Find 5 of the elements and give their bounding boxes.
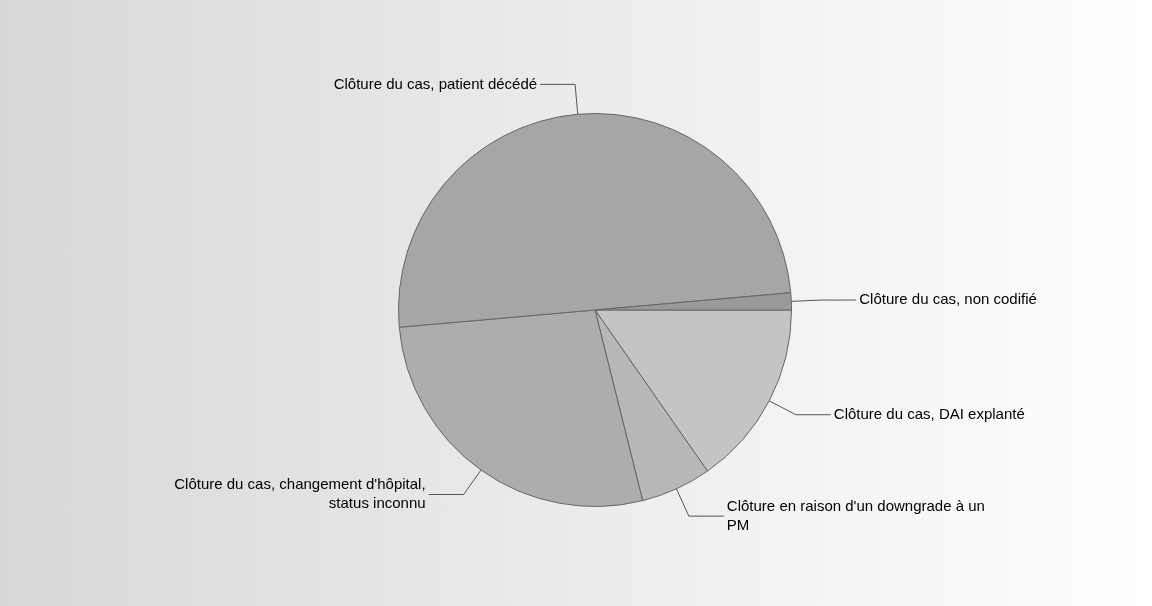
slice-label: Clôture du cas, patient décédé	[333, 74, 538, 92]
slice-label: Clôture du cas, changement d'hôpital, status inconnu	[174, 475, 426, 512]
slice-label: Clôture du cas, non codifié	[859, 290, 1037, 308]
slice-label: Clôture du cas, DAI explanté	[833, 404, 1025, 422]
slice-label: Clôture en raison d'un downgrade à un PM	[726, 496, 985, 533]
